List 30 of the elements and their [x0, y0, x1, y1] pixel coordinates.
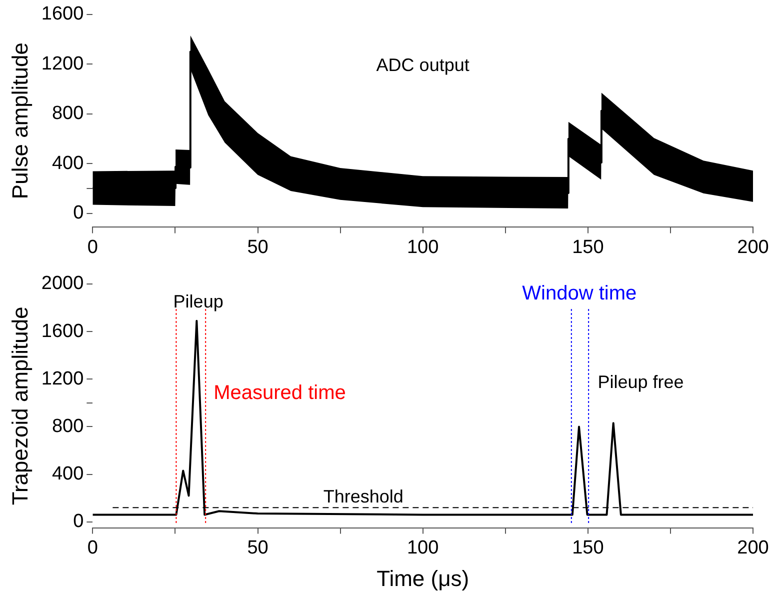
x-tick-label: 150 [572, 236, 604, 258]
y-tick-label: 0 [73, 202, 84, 224]
annotation: Pileup [173, 292, 224, 312]
x-tick-label: 100 [406, 236, 439, 258]
y-tick-label: 800 [52, 416, 84, 437]
y-tick-label: 800 [52, 103, 84, 124]
annotation: ADC output [376, 54, 470, 75]
y-tick-label: 1200 [41, 368, 84, 390]
x-tick-label: 150 [572, 537, 604, 558]
ref-line-label: Measured time [214, 382, 346, 404]
x-axis-title: Time (μs) [376, 566, 470, 591]
y-tick-label: 1600 [41, 4, 84, 25]
x-tick-label: 0 [87, 537, 98, 558]
x-tick-label: 200 [737, 236, 769, 258]
x-tick-label: 100 [406, 537, 439, 558]
ref-line-label: Threshold [323, 486, 404, 507]
y-tick-label: 1600 [41, 320, 84, 342]
y-tick-label: 1200 [41, 53, 84, 74]
y-axis-title: Trapezoid amplitude [7, 306, 32, 506]
annotation: Pileup free [598, 372, 684, 392]
y-tick-label: 400 [52, 152, 84, 174]
y-tick-label: 0 [73, 511, 84, 532]
x-tick-label: 0 [87, 236, 98, 258]
x-tick-label: 200 [737, 537, 769, 558]
y-tick-label: 400 [52, 464, 84, 485]
x-tick-label: 50 [247, 236, 268, 258]
ref-line-label: Window time [522, 282, 637, 305]
y-tick-label: 2000 [41, 273, 84, 294]
y-axis-title: Pulse amplitude [7, 42, 32, 200]
x-tick-label: 50 [247, 537, 268, 558]
